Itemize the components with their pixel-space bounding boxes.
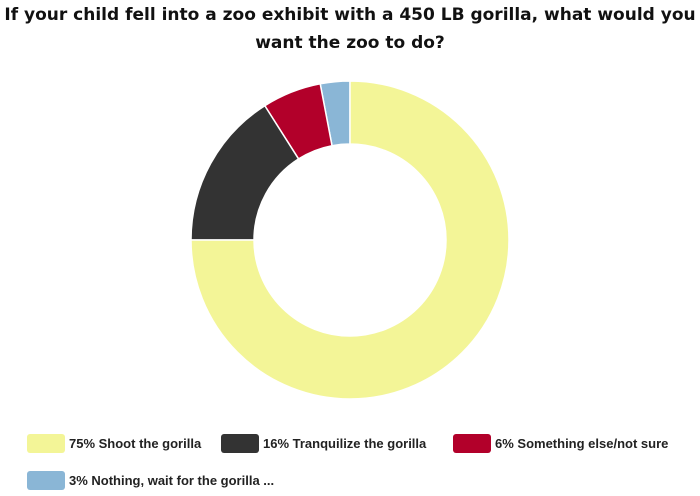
legend-swatch-tranquilize: [221, 434, 259, 453]
legend-label-tranquilize: 16% Tranquilize the gorilla: [263, 436, 427, 451]
legend-item-something-else[interactable]: 6% Something else/not sure: [453, 434, 668, 453]
legend-item-shoot[interactable]: 75% Shoot the gorilla: [27, 434, 201, 453]
chart-title-line-2: want the zoo to do?: [255, 33, 445, 53]
legend-label-something-else: 6% Something else/not sure: [495, 436, 669, 451]
legend-label-shoot: 75% Shoot the gorilla: [69, 436, 202, 451]
donut-chart: [190, 80, 510, 400]
legend-swatch-shoot: [27, 434, 65, 453]
chart-title: If your child fell into a zoo exhibit wi…: [0, 0, 700, 57]
legend-label-nothing: 3% Nothing, wait for the gorilla ...: [69, 473, 275, 488]
donut-slice-shoot[interactable]: [190, 80, 510, 400]
legend-item-nothing[interactable]: 3% Nothing, wait for the gorilla ...: [27, 471, 274, 490]
legend-swatch-nothing: [27, 471, 65, 490]
chart-title-line-1: If your child fell into a zoo exhibit wi…: [4, 5, 696, 25]
legend-item-tranquilize[interactable]: 16% Tranquilize the gorilla: [221, 434, 426, 453]
legend-swatch-something-else: [453, 434, 491, 453]
